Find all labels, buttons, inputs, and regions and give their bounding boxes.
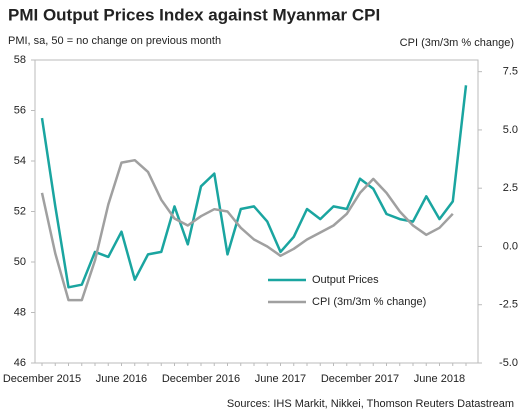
legend-label: Output Prices — [312, 274, 379, 286]
source: Sources: IHS Markit, Nikkei, Thomson Reu… — [227, 398, 514, 410]
y2-tick-label: 0.0 — [503, 240, 518, 252]
y-tick-label: 48 — [14, 306, 26, 318]
subtitle: PMI, sa, 50 = no change on previous mont… — [8, 35, 221, 47]
x-tick-label: December 2017 — [321, 373, 399, 385]
line-series — [40, 158, 454, 302]
x-tick-label: December 2015 — [3, 373, 81, 385]
y2-tick-label: -5.0 — [499, 357, 518, 369]
y-tick-label: 50 — [14, 256, 26, 268]
y-tick-label: 56 — [14, 104, 26, 116]
y2-tick-label: -2.5 — [499, 299, 518, 311]
y-tick-label: 54 — [14, 155, 26, 167]
chart-title: PMI Output Prices Index against Myanmar … — [8, 5, 380, 24]
x-tick-label: June 2017 — [255, 373, 306, 385]
x-tick-label: December 2016 — [162, 373, 240, 385]
y2-tick-label: 2.5 — [503, 182, 518, 194]
line-series — [40, 85, 468, 289]
y2-tick-label: 7.5 — [503, 66, 518, 78]
plot-frame — [34, 59, 479, 364]
x-tick-label: June 2018 — [414, 373, 465, 385]
x-tick-label: June 2016 — [96, 373, 147, 385]
y2-tick-label: 5.0 — [503, 124, 518, 136]
y-tick-label: 52 — [14, 205, 26, 217]
y2-axis-label: CPI (3m/3m % change) — [400, 37, 514, 49]
y-tick-label: 58 — [14, 54, 26, 66]
legend-label: CPI (3m/3m % change) — [312, 296, 426, 308]
y-tick-label: 46 — [14, 357, 26, 369]
